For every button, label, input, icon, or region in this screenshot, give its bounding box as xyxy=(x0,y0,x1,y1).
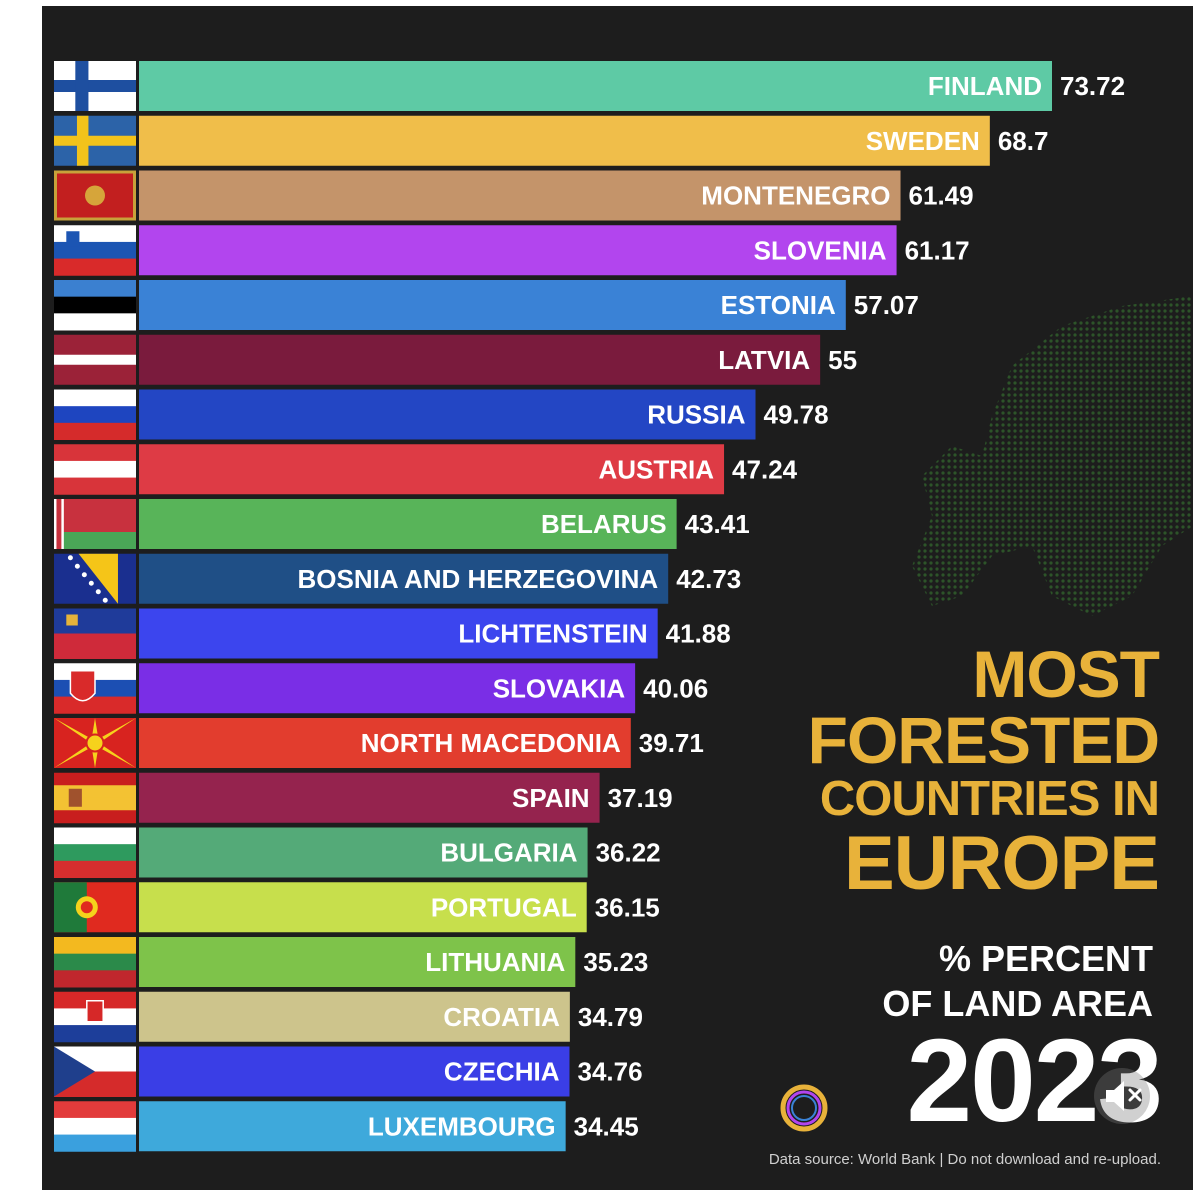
value-label: 35.23 xyxy=(583,947,648,977)
bar-belarus xyxy=(139,499,677,549)
bar-label: LUXEMBOURG xyxy=(368,1111,556,1141)
bar-label: CROATIA xyxy=(443,1002,560,1032)
data-source-note: Data source: World Bank | Do not downloa… xyxy=(768,1151,1161,1168)
flag-liechtenstein-icon xyxy=(54,608,136,659)
year-label: 2023 xyxy=(906,1015,1163,1147)
bar-north-macedonia xyxy=(139,718,631,768)
bar-label: LICHTENSTEIN xyxy=(458,619,647,649)
bar-label: CZECHIA xyxy=(444,1057,560,1087)
flag-estonia-icon xyxy=(54,280,136,331)
bar-luxembourg xyxy=(139,1101,566,1152)
bar-label: FINLAND xyxy=(928,71,1042,101)
flag-bosnia-icon xyxy=(54,553,136,604)
value-label: 49.78 xyxy=(764,400,829,430)
subtitle-line-1: % PERCENT xyxy=(938,938,1153,979)
title-line-3: COUNTRIES IN xyxy=(819,772,1160,826)
bar-liechtenstein xyxy=(139,608,658,659)
flag-sweden-icon xyxy=(54,115,136,166)
flag-czechia-icon xyxy=(54,1046,136,1097)
bar-label: SLOVAKIA xyxy=(493,673,626,703)
value-label: 61.17 xyxy=(905,235,970,265)
value-label: 34.79 xyxy=(578,1002,643,1032)
value-label: 61.49 xyxy=(909,181,974,211)
title-line-2: FORESTED xyxy=(807,703,1160,777)
bar-russia xyxy=(139,389,756,440)
bar-label: SPAIN xyxy=(512,783,590,813)
value-label: 36.15 xyxy=(595,892,660,922)
bar-slovakia xyxy=(139,663,636,714)
bar-bulgaria xyxy=(139,827,588,878)
title-line-4: EUROPE xyxy=(844,821,1160,906)
bar-label: ESTONIA xyxy=(721,290,836,320)
bar-latvia xyxy=(139,334,821,385)
value-label: 68.7 xyxy=(998,126,1049,156)
value-label: 41.88 xyxy=(666,619,731,649)
bar-portugal xyxy=(139,882,587,933)
chart-subtitle: % PERCENT OF LAND AREA xyxy=(882,936,1153,1026)
flag-finland-icon xyxy=(54,61,136,111)
flag-portugal-icon xyxy=(54,882,136,933)
flag-latvia-icon xyxy=(54,334,136,385)
bar-chart: FINLAND 73.72 SWEDEN 68.7 MONTENEGRO 61.49 SLO… xyxy=(54,61,1125,1152)
flag-slovenia-icon xyxy=(54,225,136,276)
value-label: 73.72 xyxy=(1060,71,1125,101)
bar-label: SWEDEN xyxy=(866,126,980,156)
value-label: 37.19 xyxy=(608,783,673,813)
bar-bosnia xyxy=(139,553,669,604)
bar-label: BOSNIA AND HERZEGOVINA xyxy=(298,564,659,594)
value-label: 42.73 xyxy=(676,564,741,594)
bar-label: PORTUGAL xyxy=(431,892,577,922)
value-label: 34.45 xyxy=(574,1111,639,1141)
bar-label: NORTH MACEDONIA xyxy=(361,728,621,758)
value-label: 57.07 xyxy=(854,290,919,320)
bar-lithuania xyxy=(139,937,576,987)
value-label: 34.76 xyxy=(577,1057,642,1087)
bar-czechia xyxy=(139,1046,570,1097)
flag-russia-icon xyxy=(54,389,136,440)
flag-lithuania-icon xyxy=(54,937,136,988)
title-line-1: MOST xyxy=(972,637,1160,711)
europe-map-graphic xyxy=(912,296,1193,616)
value-label: 40.06 xyxy=(643,673,708,703)
bar-label: BELARUS xyxy=(541,509,667,539)
mute-icon[interactable] xyxy=(1092,1066,1152,1126)
value-label: 43.41 xyxy=(685,509,750,539)
flag-bulgaria-icon xyxy=(54,827,136,878)
bar-label: AUSTRIA xyxy=(598,454,714,484)
bar-estonia xyxy=(139,280,846,330)
flag-luxembourg-icon xyxy=(54,1101,136,1152)
bar-label: RUSSIA xyxy=(647,400,745,430)
bar-montenegro xyxy=(139,170,901,221)
value-label: 47.24 xyxy=(732,454,798,484)
flag-north-macedonia-icon xyxy=(54,718,136,768)
chart-title: MOST FORESTED COUNTRIES IN EUROPE xyxy=(807,637,1160,906)
logo-icon xyxy=(780,1084,828,1132)
flag-belarus-icon xyxy=(54,499,136,549)
bar-austria xyxy=(139,444,725,495)
bar-slovenia xyxy=(139,225,897,276)
flag-austria-icon xyxy=(54,444,136,495)
flag-spain-icon xyxy=(54,772,136,824)
bar-label: LITHUANIA xyxy=(425,947,565,977)
value-label: 39.71 xyxy=(639,728,704,758)
flag-croatia-icon xyxy=(54,991,136,1043)
bar-label: SLOVENIA xyxy=(754,235,887,265)
flag-montenegro-icon xyxy=(54,170,136,221)
bar-label: BULGARIA xyxy=(440,838,577,868)
value-label: 55 xyxy=(828,345,857,375)
bar-croatia xyxy=(139,991,570,1042)
bar-spain xyxy=(139,772,600,823)
bar-finland xyxy=(139,61,1052,111)
bar-label: LATVIA xyxy=(718,345,810,375)
bar-sweden xyxy=(139,115,990,166)
bar-label: MONTENEGRO xyxy=(701,181,890,211)
value-label: 36.22 xyxy=(596,838,661,868)
flag-slovakia-icon xyxy=(54,663,136,714)
chart-frame: FINLAND 73.72 SWEDEN 68.7 MONTENEGRO 61.49 SLO… xyxy=(42,6,1193,1190)
subtitle-line-2: OF LAND AREA xyxy=(882,983,1153,1024)
